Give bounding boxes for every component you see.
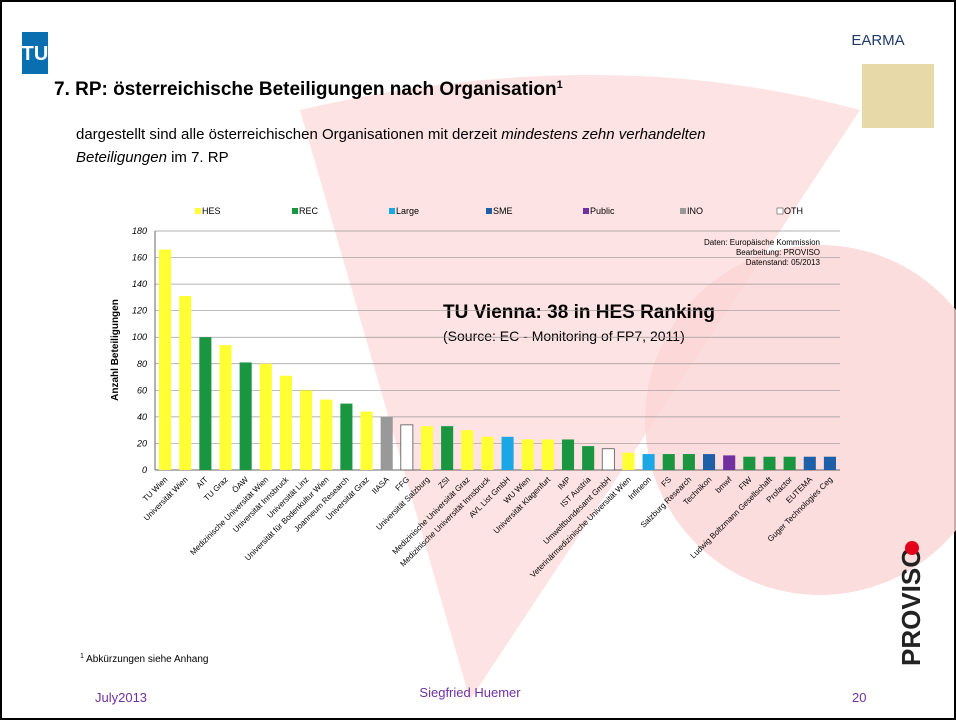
title-text: 7. RP: österreichische Beteiligungen nac…: [54, 79, 557, 100]
y-tick-label: 160: [132, 253, 147, 263]
legend-swatch: [389, 208, 395, 214]
bar: [663, 454, 675, 470]
footer-date: July2013: [95, 690, 147, 705]
y-tick-label: 20: [136, 438, 147, 448]
bar: [542, 439, 554, 470]
earma-image: [862, 64, 934, 128]
bar: [784, 457, 796, 470]
bar: [361, 412, 373, 470]
bar: [240, 362, 252, 470]
bar: [381, 417, 393, 470]
bar: [582, 446, 594, 470]
legend-swatch: [195, 208, 201, 214]
subtitle-part: dargestellt sind alle österreichischen O…: [76, 126, 501, 143]
title: 7. RP: österreichische Beteiligungen nac…: [54, 79, 563, 100]
callout-title: TU Vienna: 38 in HES Ranking: [443, 302, 715, 323]
footer-page: 20: [852, 690, 866, 705]
bar: [401, 425, 413, 470]
annotation: Bearbeitung: PROVISO: [736, 248, 820, 257]
y-tick-label: 180: [132, 226, 147, 236]
subtitle-italic: Beteiligungen: [76, 149, 167, 166]
bar: [522, 439, 534, 470]
tu-logo-text: TU: [22, 43, 49, 65]
y-tick-label: 0: [142, 465, 147, 475]
legend-label: SME: [493, 206, 513, 216]
bar: [300, 390, 312, 470]
bar: [219, 345, 231, 470]
bar: [763, 457, 775, 470]
y-tick-label: 60: [137, 385, 147, 395]
legend-swatch: [583, 208, 589, 214]
bar: [199, 337, 211, 470]
bar: [421, 426, 433, 470]
y-tick-label: 140: [132, 279, 147, 289]
bar: [481, 437, 493, 470]
callout-source: (Source: EC - Monitoring of FP7, 2011): [443, 328, 685, 344]
legend-label: OTH: [784, 206, 803, 216]
bar: [461, 430, 473, 470]
legend-swatch: [292, 208, 298, 214]
annotation: Datenstand: 05/2013: [746, 258, 821, 267]
bar: [280, 376, 292, 470]
legend-label: INO: [687, 206, 703, 216]
bar: [723, 455, 735, 470]
bar: [804, 457, 816, 470]
subtitle-part: im 7. RP: [167, 149, 229, 166]
bar: [340, 404, 352, 470]
y-tick-label: 80: [137, 359, 147, 369]
subtitle-italic: mindestens zehn verhandelten: [501, 126, 705, 143]
legend-swatch: [777, 208, 783, 214]
y-axis-label: Anzahl Beteiligungen: [110, 299, 121, 401]
bar: [159, 250, 171, 470]
bar: [502, 437, 514, 470]
legend-swatch: [680, 208, 686, 214]
legend-label: HES: [202, 206, 221, 216]
bar: [683, 454, 695, 470]
title-note: 1: [557, 79, 563, 91]
earma-logo: EARMA: [851, 32, 904, 49]
slide: TU EARMA 7. RP: österreichische Beteilig…: [0, 0, 956, 720]
bar: [643, 454, 655, 470]
subtitle-line1: dargestellt sind alle österreichischen O…: [76, 126, 706, 143]
y-tick-label: 100: [132, 332, 147, 342]
bar: [824, 457, 836, 470]
legend-label: REC: [299, 206, 319, 216]
footnote: 1 Abkürzungen siehe Anhang: [80, 653, 208, 665]
bar: [320, 400, 332, 470]
y-tick-label: 40: [137, 412, 147, 422]
bar: [260, 364, 272, 470]
bar: [562, 439, 574, 470]
bar: [703, 454, 715, 470]
legend-label: Large: [396, 206, 419, 216]
bar: [441, 426, 453, 470]
proviso-logo: PROVISO: [896, 548, 926, 666]
bar: [743, 457, 755, 470]
bar: [179, 296, 191, 470]
subtitle-line2: Beteiligungen im 7. RP: [76, 149, 229, 166]
footnote-text: Abkürzungen siehe Anhang: [84, 654, 209, 665]
y-tick-label: 120: [132, 306, 147, 316]
legend-swatch: [486, 208, 492, 214]
footer-author: Siegfried Huemer: [419, 685, 521, 700]
legend-label: Public: [590, 206, 615, 216]
bar: [622, 453, 634, 470]
bar: [602, 449, 614, 470]
proviso-dot: [905, 541, 919, 555]
annotation: Daten: Europäische Kommission: [704, 238, 820, 247]
